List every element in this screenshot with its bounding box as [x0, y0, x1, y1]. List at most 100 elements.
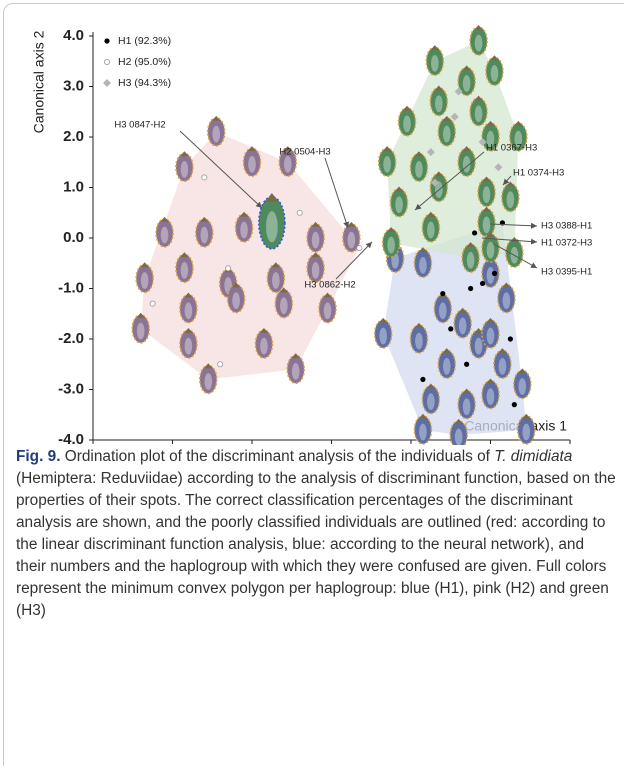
- annotation: H1 0367-H3: [486, 143, 537, 154]
- insect-highlight: [185, 338, 193, 355]
- y-tick-label: -4.0: [58, 431, 84, 445]
- caption-text: Ordination plot of the discriminant anal…: [60, 448, 494, 465]
- y-axis-label: Canonical axis 2: [31, 30, 47, 133]
- insect-highlight: [507, 191, 515, 208]
- legend-label: H1 (92.3%): [118, 35, 171, 47]
- point: [420, 377, 425, 382]
- insect-highlight: [312, 262, 320, 279]
- insect-highlight: [284, 156, 292, 173]
- point: [448, 326, 453, 331]
- y-tick-label: 0.0: [63, 229, 84, 246]
- insect-highlight: [280, 297, 288, 314]
- insect-highlight: [272, 272, 280, 289]
- insect-highlight: [161, 227, 169, 244]
- y-tick-label: -2.0: [58, 330, 84, 347]
- point: [512, 402, 517, 407]
- insect-highlight: [487, 242, 495, 259]
- annotation: H3 0395-H1: [541, 267, 592, 278]
- insect-image: [486, 55, 503, 85]
- y-tick-label: 4.0: [63, 27, 84, 44]
- insect-highlight: [483, 186, 491, 203]
- insect-highlight: [403, 116, 411, 133]
- insect-highlight: [232, 292, 240, 309]
- insect-highlight: [499, 358, 507, 375]
- insect-highlight: [419, 424, 427, 441]
- caption-text: (Hemiptera: Reduviidae) according to the…: [16, 470, 616, 619]
- insect-highlight: [522, 424, 530, 441]
- figure-label: Fig. 9.: [16, 448, 60, 465]
- insect-highlight: [443, 358, 451, 375]
- insect-highlight: [439, 302, 447, 319]
- insect-highlight: [415, 161, 423, 178]
- insect-highlight: [463, 75, 471, 92]
- point: [464, 362, 469, 367]
- y-tick-label: 1.0: [63, 178, 84, 195]
- insect-highlight: [463, 398, 471, 415]
- insect-highlight: [248, 156, 256, 173]
- y-tick-label: 3.0: [63, 77, 84, 94]
- species: T. dimidiata: [494, 448, 572, 465]
- insect-highlight: [395, 196, 403, 213]
- annotation: H3 0862-H2: [304, 280, 355, 291]
- insect-highlight: [491, 65, 499, 82]
- insect-highlight: [181, 262, 189, 279]
- insect-highlight: [427, 222, 435, 239]
- insect-highlight: [475, 338, 483, 355]
- insect-highlight: [455, 429, 463, 445]
- legend-label: H2 (95.0%): [118, 56, 171, 68]
- legend-label: H3 (94.3%): [118, 77, 171, 89]
- point: [150, 301, 155, 306]
- insect-highlight: [292, 363, 300, 380]
- insect-highlight: [212, 126, 220, 143]
- insect-highlight: [467, 252, 475, 269]
- y-tick-label: 2.0: [63, 128, 84, 145]
- point: [508, 336, 513, 341]
- annotation: H3 0388-H1: [541, 221, 592, 232]
- point: [218, 362, 223, 367]
- insect-highlight: [383, 156, 391, 173]
- legend-marker: [104, 59, 109, 64]
- insect-highlight: [443, 126, 451, 143]
- insect-highlight: [260, 338, 268, 355]
- legend-marker: [103, 79, 111, 87]
- insect-highlight: [312, 232, 320, 249]
- point: [468, 286, 473, 291]
- annotation: H1 0374-H3: [513, 168, 564, 179]
- annotation: H3 0847-H2: [114, 120, 165, 131]
- insect-highlight: [348, 232, 356, 249]
- insect-highlight: [475, 105, 483, 122]
- point: [202, 175, 207, 180]
- insect-highlight: [487, 388, 495, 405]
- insect-highlight: [419, 257, 427, 274]
- insect-highlight: [137, 323, 145, 340]
- insect-highlight: [324, 302, 332, 319]
- chart: Canonical axis 2 Canonical axis 1 4.03.0…: [0, 0, 627, 445]
- insect-highlight: [427, 393, 435, 410]
- insect-highlight: [200, 227, 208, 244]
- point: [226, 266, 231, 271]
- y-tick-label: -1.0: [58, 279, 84, 296]
- insect-highlight: [431, 55, 439, 72]
- insect-highlight: [475, 35, 483, 52]
- point: [480, 281, 485, 286]
- legend-marker: [104, 38, 109, 43]
- insect-highlight: [185, 302, 193, 319]
- annotation: H1 0372-H3: [541, 238, 592, 249]
- insect-image: [426, 45, 443, 75]
- insect-highlight: [204, 373, 212, 390]
- y-tick-label: -3.0: [58, 380, 84, 397]
- point: [440, 291, 445, 296]
- insect-image: [470, 25, 487, 55]
- insect-highlight: [266, 211, 278, 242]
- insect-highlight: [240, 222, 248, 239]
- insect-highlight: [459, 318, 467, 335]
- point: [297, 210, 302, 215]
- insect-highlight: [181, 161, 189, 178]
- insect-highlight: [415, 333, 423, 350]
- insect-image: [208, 116, 225, 146]
- insect-highlight: [518, 378, 526, 395]
- insect-highlight: [379, 328, 387, 345]
- insect-image: [176, 151, 193, 181]
- insect-highlight: [141, 272, 149, 289]
- point: [472, 230, 477, 235]
